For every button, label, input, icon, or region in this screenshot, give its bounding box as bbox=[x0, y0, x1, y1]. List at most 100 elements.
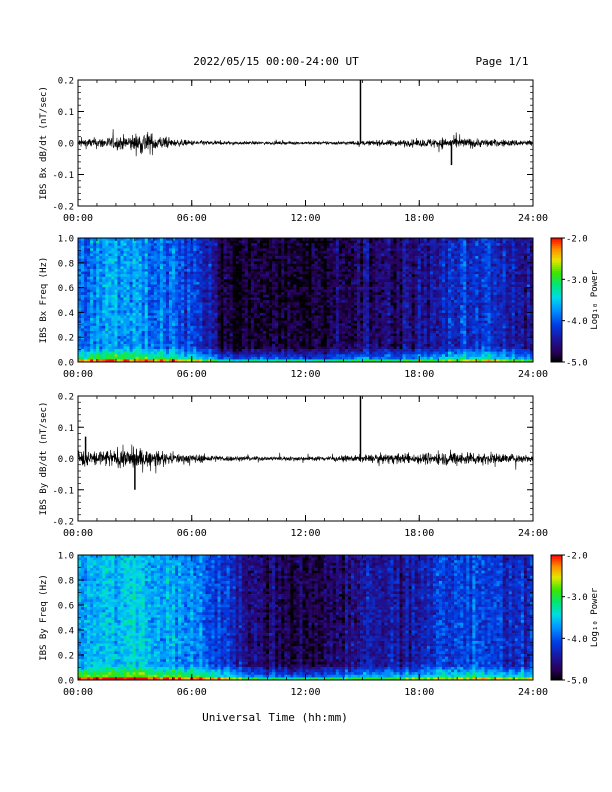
spectrogram-cell bbox=[190, 289, 194, 293]
spectrogram-cell bbox=[114, 338, 118, 342]
spectrogram-cell bbox=[305, 287, 309, 290]
spectrogram-cell bbox=[332, 287, 337, 290]
spectrogram-cell bbox=[256, 258, 261, 262]
spectrogram-cell bbox=[159, 302, 164, 306]
spectrogram-cell bbox=[123, 281, 127, 285]
spectrogram-cell bbox=[114, 292, 118, 296]
spectrogram-cell bbox=[341, 325, 346, 329]
spectrogram-cell bbox=[220, 356, 224, 360]
spectrogram-cell bbox=[287, 287, 291, 290]
spectrogram-cell bbox=[178, 315, 182, 319]
spectrogram-cell bbox=[381, 305, 385, 309]
spectrogram-cell bbox=[293, 341, 297, 345]
spectrogram-cell bbox=[156, 279, 161, 283]
spectrogram-cell bbox=[290, 279, 294, 283]
spectrogram-cell bbox=[175, 243, 179, 247]
spectrogram-cell bbox=[260, 323, 264, 327]
spectrogram-cell bbox=[202, 351, 206, 355]
spectrogram-cell bbox=[87, 243, 91, 247]
spectrogram-cell bbox=[235, 253, 240, 257]
spectrogram-cell bbox=[326, 302, 331, 306]
spectrogram-cell bbox=[308, 292, 312, 296]
spectrogram-cell bbox=[135, 315, 139, 319]
spectrogram-cell bbox=[187, 287, 191, 290]
spectrogram-cell bbox=[165, 349, 170, 352]
spectrogram-cell bbox=[314, 349, 318, 352]
spectrogram-cell bbox=[175, 271, 179, 275]
spectrogram-cell bbox=[159, 279, 164, 283]
spectrogram-cell bbox=[299, 354, 303, 358]
spectrogram-cell bbox=[196, 310, 200, 314]
spectrogram-cell bbox=[369, 310, 373, 314]
spectrogram-cell bbox=[317, 318, 321, 321]
spectrogram-cell bbox=[202, 325, 206, 329]
spectrogram-cell bbox=[153, 289, 158, 293]
spectrogram-cell bbox=[235, 331, 240, 334]
spectrogram-cell bbox=[199, 284, 203, 288]
spectrogram-cell bbox=[317, 331, 321, 334]
spectrogram-cell bbox=[266, 351, 270, 355]
spectrogram-cell bbox=[96, 300, 100, 303]
spectrogram-cell bbox=[369, 323, 373, 327]
spectrogram-cell bbox=[272, 359, 276, 363]
spectrogram-cell bbox=[226, 281, 230, 285]
spectrogram-cell bbox=[372, 338, 376, 342]
spectrogram-cell bbox=[384, 274, 388, 278]
spectrogram-cell bbox=[159, 325, 164, 329]
spectrogram-cell bbox=[335, 287, 340, 290]
spectrogram-cell bbox=[144, 292, 149, 296]
spectrogram-cell bbox=[272, 300, 276, 303]
spectrogram-cell bbox=[335, 356, 340, 360]
spectrogram-cell bbox=[354, 294, 358, 298]
spectrogram-cell bbox=[193, 310, 197, 314]
spectrogram-cell bbox=[326, 338, 331, 342]
spectrogram-cell bbox=[344, 300, 349, 303]
spectrogram-cell bbox=[102, 269, 106, 272]
spectrogram-cell bbox=[284, 346, 288, 350]
spectrogram-cell bbox=[247, 271, 252, 275]
spectrogram-cell bbox=[305, 284, 309, 288]
spectrogram-cell bbox=[169, 248, 173, 252]
spectrogram-cell bbox=[253, 248, 258, 252]
spectrogram-cell bbox=[296, 341, 300, 345]
spectrogram-cell bbox=[266, 274, 270, 278]
spectrogram-cell bbox=[320, 294, 324, 298]
spectrogram-cell bbox=[275, 289, 279, 293]
spectrogram-cell bbox=[341, 253, 346, 257]
spectrogram-cell bbox=[375, 349, 379, 352]
spectrogram-cell bbox=[81, 318, 85, 321]
spectrogram-cell bbox=[360, 258, 364, 262]
spectrogram-cell bbox=[311, 279, 315, 283]
spectrogram-cell bbox=[226, 341, 230, 345]
spectrogram-cell bbox=[308, 315, 312, 319]
spectrogram-cell bbox=[147, 320, 152, 324]
spectrogram-cell bbox=[147, 354, 152, 358]
spectrogram-cell bbox=[193, 258, 197, 262]
spectrogram-cell bbox=[378, 279, 382, 283]
spectrogram-cell bbox=[199, 320, 203, 324]
spectrogram-cell bbox=[187, 289, 191, 293]
spectrogram-cell bbox=[123, 243, 127, 247]
spectrogram-cell bbox=[81, 245, 85, 249]
spectrogram-cell bbox=[193, 263, 197, 267]
spectrogram-cell bbox=[378, 346, 382, 350]
spectrogram-cell bbox=[81, 266, 85, 270]
spectrogram-cell bbox=[256, 263, 261, 267]
spectrogram-cell bbox=[129, 297, 133, 301]
spectrogram-cell bbox=[169, 320, 173, 324]
spectrogram-cell bbox=[114, 356, 118, 360]
spectrogram-cell bbox=[357, 300, 361, 303]
spectrogram-cell bbox=[153, 258, 158, 262]
spectrogram-cell bbox=[311, 312, 315, 316]
spectrogram-cell bbox=[132, 266, 136, 270]
spectrogram-cell bbox=[175, 266, 179, 270]
spectrogram-cell bbox=[193, 240, 197, 244]
spectrogram-cell bbox=[156, 323, 161, 327]
spectrogram-cell bbox=[99, 302, 103, 306]
spectrogram-cell bbox=[99, 243, 103, 247]
spectrogram-cell bbox=[290, 346, 294, 350]
spectrogram-cell bbox=[223, 325, 227, 329]
spectrogram-cell bbox=[369, 356, 373, 360]
spectrogram-cell bbox=[347, 349, 352, 352]
spectrogram-cell bbox=[120, 287, 124, 290]
